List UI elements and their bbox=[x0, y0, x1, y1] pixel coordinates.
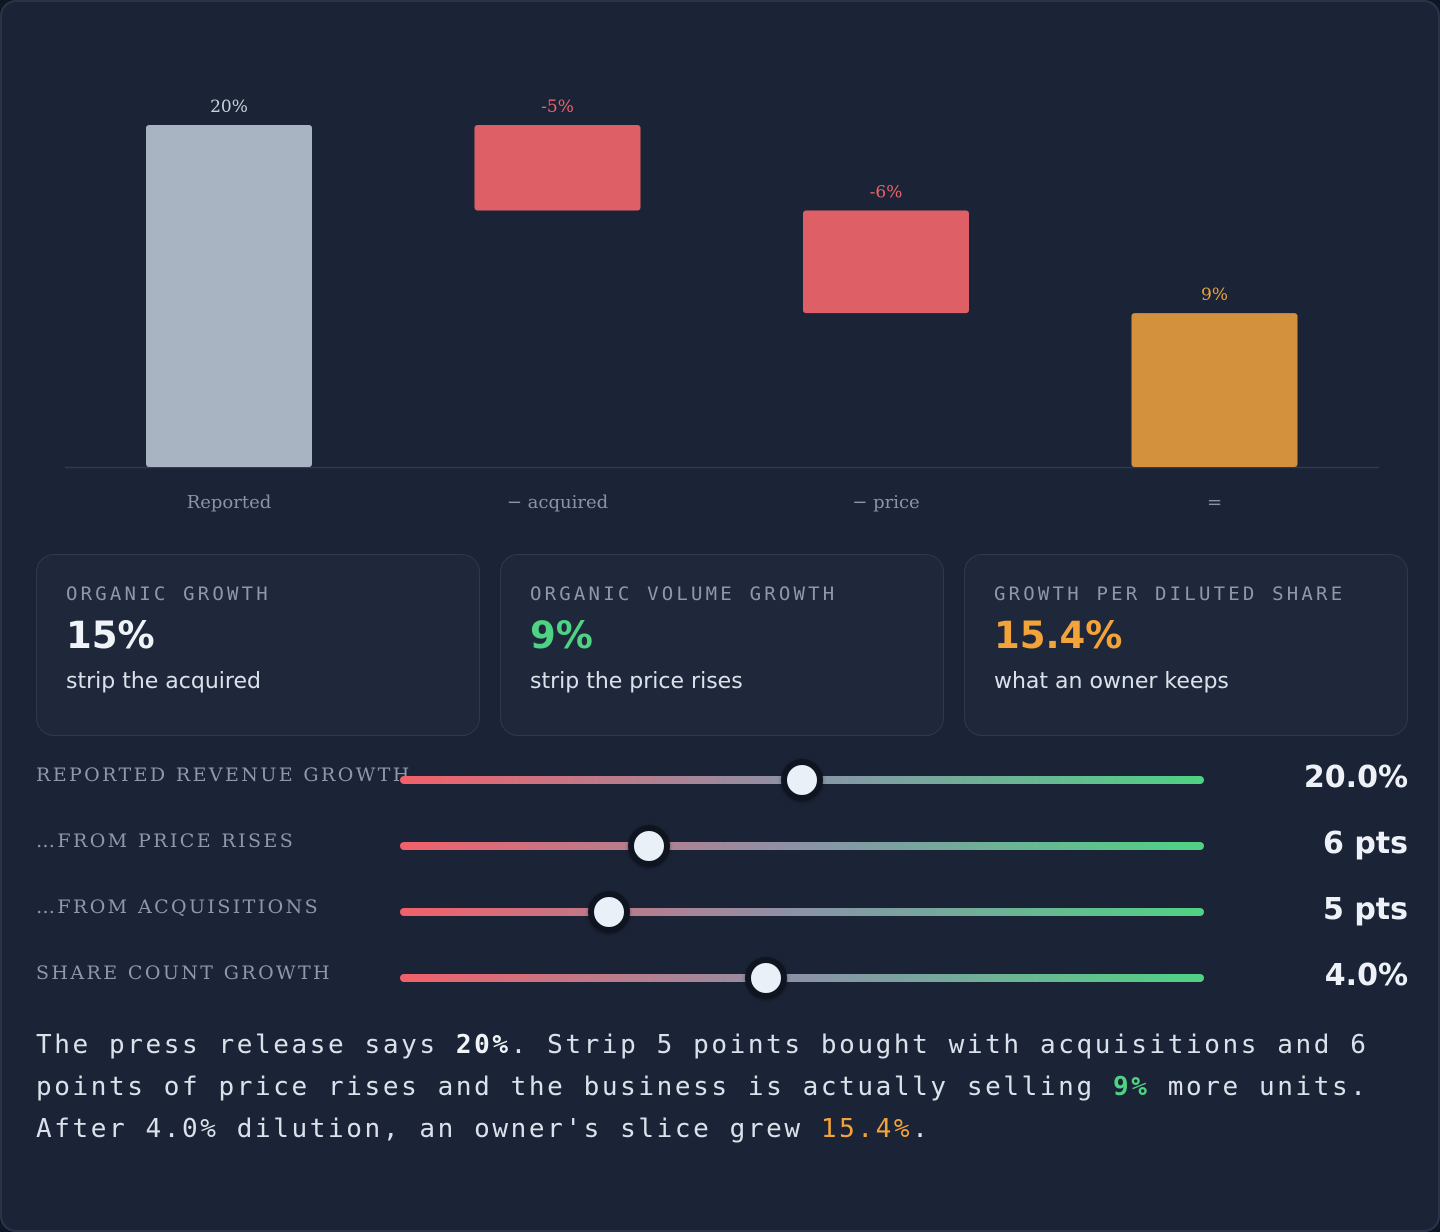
card-subtitle: strip the price rises bbox=[530, 669, 743, 694]
slider-value: 20.0% bbox=[1303, 760, 1408, 795]
slider-reported-revenue-growth: Reported revenue growth 20.0% bbox=[36, 759, 1408, 812]
card-organic-growth: Organic growth 15% strip the acquired bbox=[36, 554, 480, 736]
category-label: − price bbox=[852, 492, 919, 513]
slider-label: Share count growth bbox=[36, 962, 333, 984]
summary-text-part: . bbox=[912, 1114, 931, 1144]
card-title: Organic growth bbox=[66, 583, 271, 605]
bar-value-label: 9% bbox=[1201, 285, 1228, 305]
card-subtitle: what an owner keeps bbox=[994, 669, 1229, 694]
slider-thumb[interactable] bbox=[744, 957, 787, 999]
bar-value-label: 20% bbox=[210, 97, 248, 117]
bar-1 bbox=[474, 125, 641, 211]
card-value: 9% bbox=[530, 614, 593, 657]
slider-track[interactable] bbox=[400, 842, 1204, 850]
slider-value: 6 pts bbox=[1323, 826, 1408, 861]
category-label: Reported bbox=[187, 492, 272, 513]
category-label: − acquired bbox=[507, 492, 608, 513]
slider-price-rises: …from price rises 6 pts bbox=[36, 825, 1408, 878]
card-value: 15.4% bbox=[994, 614, 1123, 657]
slider-acquisitions: …from acquisitions 5 pts bbox=[36, 891, 1408, 944]
summary-text-part: . Strip 5 points bought with acquisition… bbox=[36, 1030, 1369, 1102]
slider-label: …from price rises bbox=[36, 830, 296, 852]
slider-label: …from acquisitions bbox=[36, 896, 321, 918]
slider-share-count-growth: Share count growth 4.0% bbox=[36, 957, 1408, 1010]
summary-volume-value: 9% bbox=[1112, 1072, 1150, 1102]
slider-value: 4.0% bbox=[1324, 958, 1408, 993]
slider-thumb[interactable] bbox=[781, 759, 823, 801]
card-title: Organic volume growth bbox=[530, 583, 838, 605]
metric-cards: Organic growth 15% strip the acquired Or… bbox=[36, 554, 1408, 736]
summary-per-share-value: 15.4% bbox=[820, 1114, 913, 1144]
card-growth-per-diluted-share: Growth per diluted share 15.4% what an o… bbox=[964, 554, 1408, 736]
bar-2 bbox=[803, 210, 969, 314]
card-title: Growth per diluted share bbox=[994, 583, 1346, 605]
summary-text: The press release says 20%. Strip 5 poin… bbox=[36, 1024, 1416, 1150]
slider-track[interactable] bbox=[400, 974, 1204, 982]
bar-0 bbox=[146, 125, 312, 467]
waterfall-chart: 20% Reported -5% − acquired -6% − price 9% = bbox=[65, 97, 1379, 513]
bar-value-label: -5% bbox=[541, 97, 574, 117]
category-label: = bbox=[1207, 492, 1222, 513]
slider-label: Reported revenue growth bbox=[36, 764, 412, 786]
slider-track[interactable] bbox=[400, 908, 1204, 916]
slider-value: 5 pts bbox=[1323, 892, 1408, 927]
slider-thumb[interactable] bbox=[588, 891, 631, 933]
bar-3 bbox=[1131, 313, 1298, 467]
slider-thumb[interactable] bbox=[628, 825, 671, 867]
summary-reported-value: 20% bbox=[455, 1030, 511, 1060]
card-subtitle: strip the acquired bbox=[66, 669, 261, 694]
summary-text-part: The press release says bbox=[36, 1030, 456, 1060]
bar-value-label: -6% bbox=[870, 183, 903, 203]
card-value: 15% bbox=[66, 614, 155, 657]
card-organic-volume-growth: Organic volume growth 9% strip the price… bbox=[500, 554, 944, 736]
summary-text-part: more units. After 4.0% dilution, an owne… bbox=[36, 1072, 1369, 1144]
